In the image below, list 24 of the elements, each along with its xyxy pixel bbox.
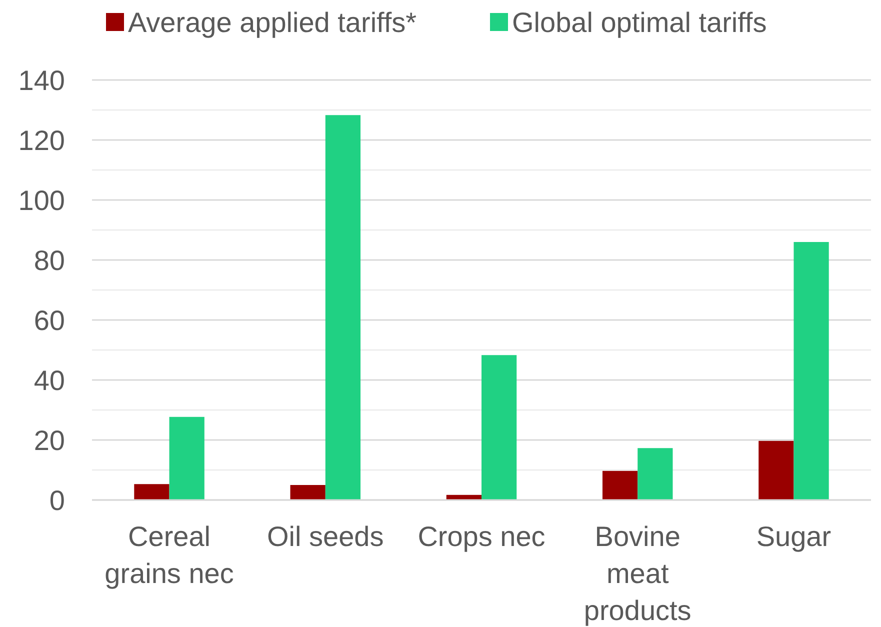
bar xyxy=(482,355,517,500)
x-tick-label: Sugar xyxy=(756,521,832,552)
y-tick-label: 60 xyxy=(34,304,65,336)
bar xyxy=(169,416,204,500)
y-tick-label: 120 xyxy=(18,124,65,156)
y-tick-label: 100 xyxy=(18,184,65,216)
bar xyxy=(794,242,829,500)
y-tick-label: 0 xyxy=(49,484,65,516)
x-tick-label: Crops nec xyxy=(418,521,546,552)
x-tick-label: Cereal grains nec xyxy=(104,521,234,589)
x-tick-label: Oil seeds xyxy=(267,521,384,552)
y-tick-label: 140 xyxy=(18,64,65,96)
bar xyxy=(290,485,326,500)
bar xyxy=(134,484,170,500)
bar xyxy=(325,115,361,500)
bar xyxy=(638,448,673,500)
bar xyxy=(602,470,638,500)
x-tick-label: Bovine meat products xyxy=(584,521,692,626)
y-tick-label: 40 xyxy=(34,364,65,396)
legend-label: Global optimal tariffs xyxy=(512,6,767,38)
bar xyxy=(758,440,794,500)
y-tick-label: 20 xyxy=(34,424,65,456)
legend-label: Average applied tariffs* xyxy=(128,6,417,38)
y-tick-label: 80 xyxy=(34,244,65,276)
